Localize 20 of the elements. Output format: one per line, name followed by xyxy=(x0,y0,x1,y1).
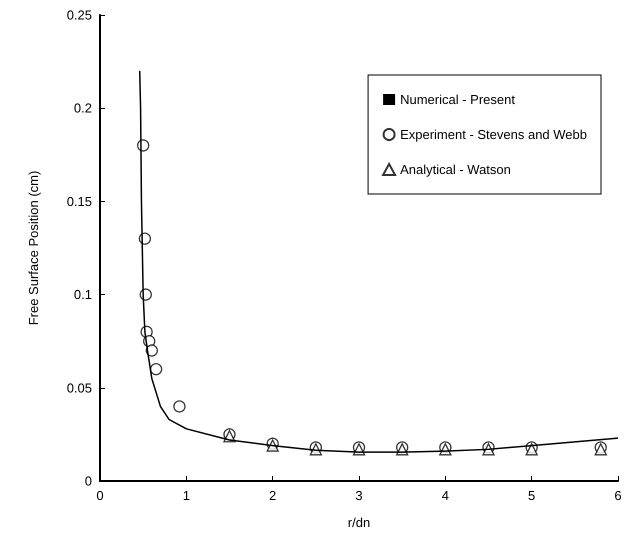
x-tick-label: 2 xyxy=(269,488,276,503)
y-tick-label: 0.25 xyxy=(66,8,92,22)
x-axis-title: r/dn xyxy=(348,515,370,530)
point xyxy=(150,363,162,376)
legend-label: Experiment - Stevens and Webb xyxy=(400,127,588,142)
x-tick-label: 5 xyxy=(528,488,536,503)
x-tick-label: 3 xyxy=(355,488,363,503)
y-tick-label: 0.2 xyxy=(74,100,92,116)
point xyxy=(173,400,186,413)
x-tick-label: 6 xyxy=(614,488,622,503)
x-tick-label: 4 xyxy=(442,488,449,503)
y-tick-label: 0.15 xyxy=(66,194,92,209)
y-tick-label: 0.05 xyxy=(66,380,92,396)
legend-label: Analytical - Watson xyxy=(400,162,511,177)
legend-label: Numerical - Present xyxy=(400,92,516,107)
y-tick-label: 0 xyxy=(84,474,92,488)
x-tick-label: 1 xyxy=(182,488,190,503)
y-axis-title: Free Surface Position (cm) xyxy=(26,170,41,326)
x-tick-label: 0 xyxy=(96,488,104,503)
y-tick-label: 0.1 xyxy=(74,287,92,302)
